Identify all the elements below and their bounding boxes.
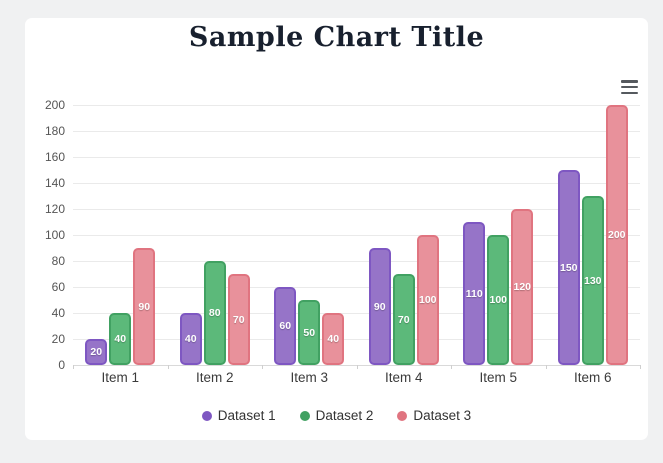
legend-marker-icon bbox=[397, 410, 408, 421]
hamburger-icon bbox=[621, 80, 638, 83]
legend-item-dataset-3[interactable]: Dataset 3 bbox=[397, 408, 471, 423]
bar-value-label: 50 bbox=[303, 326, 316, 339]
y-axis-label: 200 bbox=[44, 98, 65, 112]
x-axis-label-item-3: Item 3 bbox=[290, 370, 328, 385]
x-axis-tick bbox=[262, 365, 263, 369]
chart-card: Sample Chart Title 20 40 90 40 80 70 60 50 40 90 7… bbox=[25, 18, 648, 440]
y-axis-label: 20 bbox=[51, 332, 65, 346]
x-axis-tick bbox=[73, 365, 74, 369]
bar-value-label: 40 bbox=[184, 333, 197, 345]
bar-value-label: 130 bbox=[583, 274, 602, 287]
bar-value-label: 120 bbox=[513, 281, 532, 293]
x-axis-tick bbox=[451, 365, 452, 369]
legend-label: Dataset 2 bbox=[315, 408, 374, 423]
bar-dataset-2-item-1[interactable]: 40 bbox=[109, 313, 132, 365]
y-axis-label: 60 bbox=[51, 280, 65, 294]
y-axis-label: 140 bbox=[44, 176, 65, 190]
hamburger-icon bbox=[621, 91, 638, 94]
bar-value-label: 40 bbox=[114, 333, 127, 345]
bar-dataset-3-item-2[interactable]: 70 bbox=[227, 274, 250, 365]
bar-dataset-2-item-6[interactable]: 130 bbox=[581, 196, 604, 365]
bar-value-label: 70 bbox=[232, 313, 245, 326]
x-axis-label-item-4: Item 4 bbox=[384, 370, 423, 385]
bar-dataset-1-item-4[interactable]: 90 bbox=[368, 248, 391, 365]
legend-label: Dataset 3 bbox=[413, 408, 472, 423]
bar-dataset-3-item-3[interactable]: 40 bbox=[322, 313, 345, 365]
y-axis-label: 80 bbox=[51, 254, 65, 268]
bar-value-label: 200 bbox=[607, 229, 626, 241]
gridline-180 bbox=[73, 131, 640, 132]
bar-dataset-1-item-6[interactable]: 150 bbox=[557, 170, 580, 365]
x-axis-tick bbox=[545, 365, 547, 369]
bar-value-label: 80 bbox=[208, 307, 221, 319]
y-axis-label: 120 bbox=[44, 202, 65, 216]
x-axis-label-item-5: Item 5 bbox=[479, 370, 517, 385]
bar-chart: 20 40 90 40 80 70 60 50 40 90 70 100 110 100 120 150 130… bbox=[25, 18, 648, 440]
chart-legend: Dataset 1 Dataset 2 Dataset 3 bbox=[25, 408, 648, 423]
x-axis-label-item-6: Item 6 bbox=[573, 370, 612, 385]
y-axis-label: 160 bbox=[44, 150, 65, 164]
gridline-140 bbox=[73, 183, 640, 184]
hamburger-icon bbox=[621, 85, 638, 89]
x-axis-label-item-2: Item 2 bbox=[195, 370, 234, 385]
legend-marker-icon bbox=[299, 410, 310, 421]
bar-dataset-2-item-3[interactable]: 50 bbox=[298, 300, 321, 365]
bar-value-label: 90 bbox=[138, 300, 151, 313]
bar-value-label: 110 bbox=[465, 287, 483, 300]
bar-value-label: 60 bbox=[279, 320, 292, 332]
y-axis-label: 100 bbox=[44, 228, 65, 242]
bar-value-label: 40 bbox=[327, 333, 340, 345]
bar-dataset-1-item-1[interactable]: 20 bbox=[85, 339, 108, 365]
gridline-200 bbox=[73, 105, 640, 106]
bar-dataset-2-item-4[interactable]: 70 bbox=[392, 274, 415, 365]
x-axis-tick bbox=[640, 365, 641, 369]
bar-dataset-3-item-4[interactable]: 100 bbox=[416, 235, 439, 365]
gridline-60 bbox=[73, 287, 640, 288]
gridline-120 bbox=[73, 209, 640, 210]
bar-dataset-3-item-5[interactable]: 120 bbox=[511, 209, 534, 365]
chart-menu-button[interactable] bbox=[621, 80, 638, 94]
bar-dataset-1-item-2[interactable]: 40 bbox=[179, 313, 202, 365]
bar-dataset-1-item-3[interactable]: 60 bbox=[274, 287, 297, 365]
bar-value-label: 70 bbox=[397, 313, 410, 326]
bar-dataset-1-item-5[interactable]: 110 bbox=[463, 222, 486, 365]
legend-item-dataset-2[interactable]: Dataset 2 bbox=[299, 408, 374, 423]
gridline-40 bbox=[73, 313, 640, 314]
bar-dataset-2-item-5[interactable]: 100 bbox=[487, 235, 510, 365]
legend-marker-icon bbox=[201, 410, 212, 421]
gridline-160 bbox=[73, 157, 640, 158]
legend-item-dataset-1[interactable]: Dataset 1 bbox=[201, 408, 276, 423]
bar-value-label: 150 bbox=[559, 261, 578, 274]
chart-title: Sample Chart Title bbox=[188, 22, 485, 53]
gridline-100 bbox=[73, 235, 640, 236]
legend-label: Dataset 1 bbox=[217, 408, 276, 423]
bar-dataset-2-item-2[interactable]: 80 bbox=[203, 261, 226, 365]
gridline-20 bbox=[73, 339, 640, 340]
bar-dataset-3-item-1[interactable]: 90 bbox=[133, 248, 156, 365]
bar-dataset-3-item-6[interactable]: 200 bbox=[605, 105, 628, 365]
plot-area: 20 40 90 40 80 70 60 50 40 90 70 100 110 100 120 150 130… bbox=[73, 105, 641, 369]
y-axis-label: 180 bbox=[44, 124, 65, 138]
bar-value-label: 100 bbox=[489, 294, 508, 306]
x-axis-tick bbox=[356, 365, 358, 369]
bar-value-label: 20 bbox=[90, 346, 103, 358]
y-axis-label: 0 bbox=[58, 358, 65, 372]
bar-value-label: 90 bbox=[373, 300, 386, 313]
x-axis-label-item-1: Item 1 bbox=[101, 370, 139, 385]
bar-value-label: 100 bbox=[418, 294, 437, 306]
y-axis-label: 40 bbox=[51, 306, 65, 320]
x-axis-tick bbox=[167, 365, 169, 369]
gridline-80 bbox=[73, 261, 640, 262]
